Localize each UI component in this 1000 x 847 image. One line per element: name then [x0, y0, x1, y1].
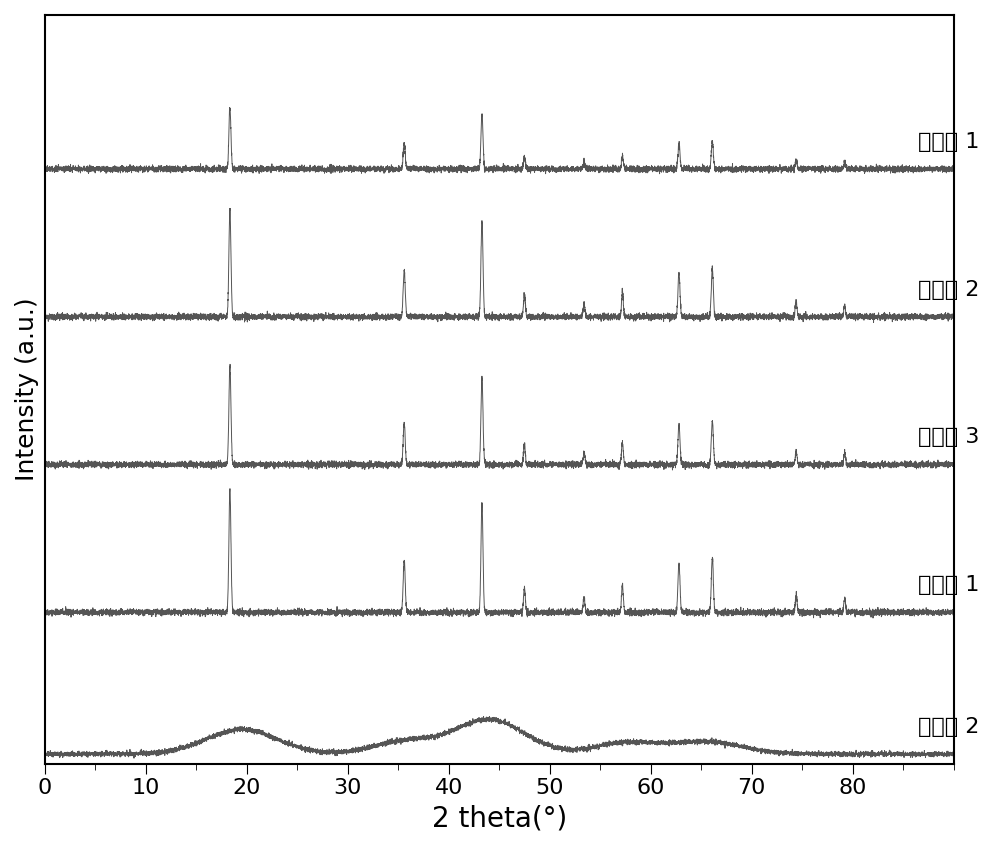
X-axis label: 2 theta(°): 2 theta(°) [432, 804, 567, 832]
Text: 对比例 2: 对比例 2 [918, 717, 980, 737]
Text: 实施例 1: 实施例 1 [918, 132, 980, 152]
Y-axis label: Intensity (a.u.): Intensity (a.u.) [15, 297, 39, 481]
Text: 对比例 1: 对比例 1 [918, 575, 980, 595]
Text: 实施例 3: 实施例 3 [918, 428, 980, 447]
Text: 实施例 2: 实施例 2 [918, 280, 980, 300]
